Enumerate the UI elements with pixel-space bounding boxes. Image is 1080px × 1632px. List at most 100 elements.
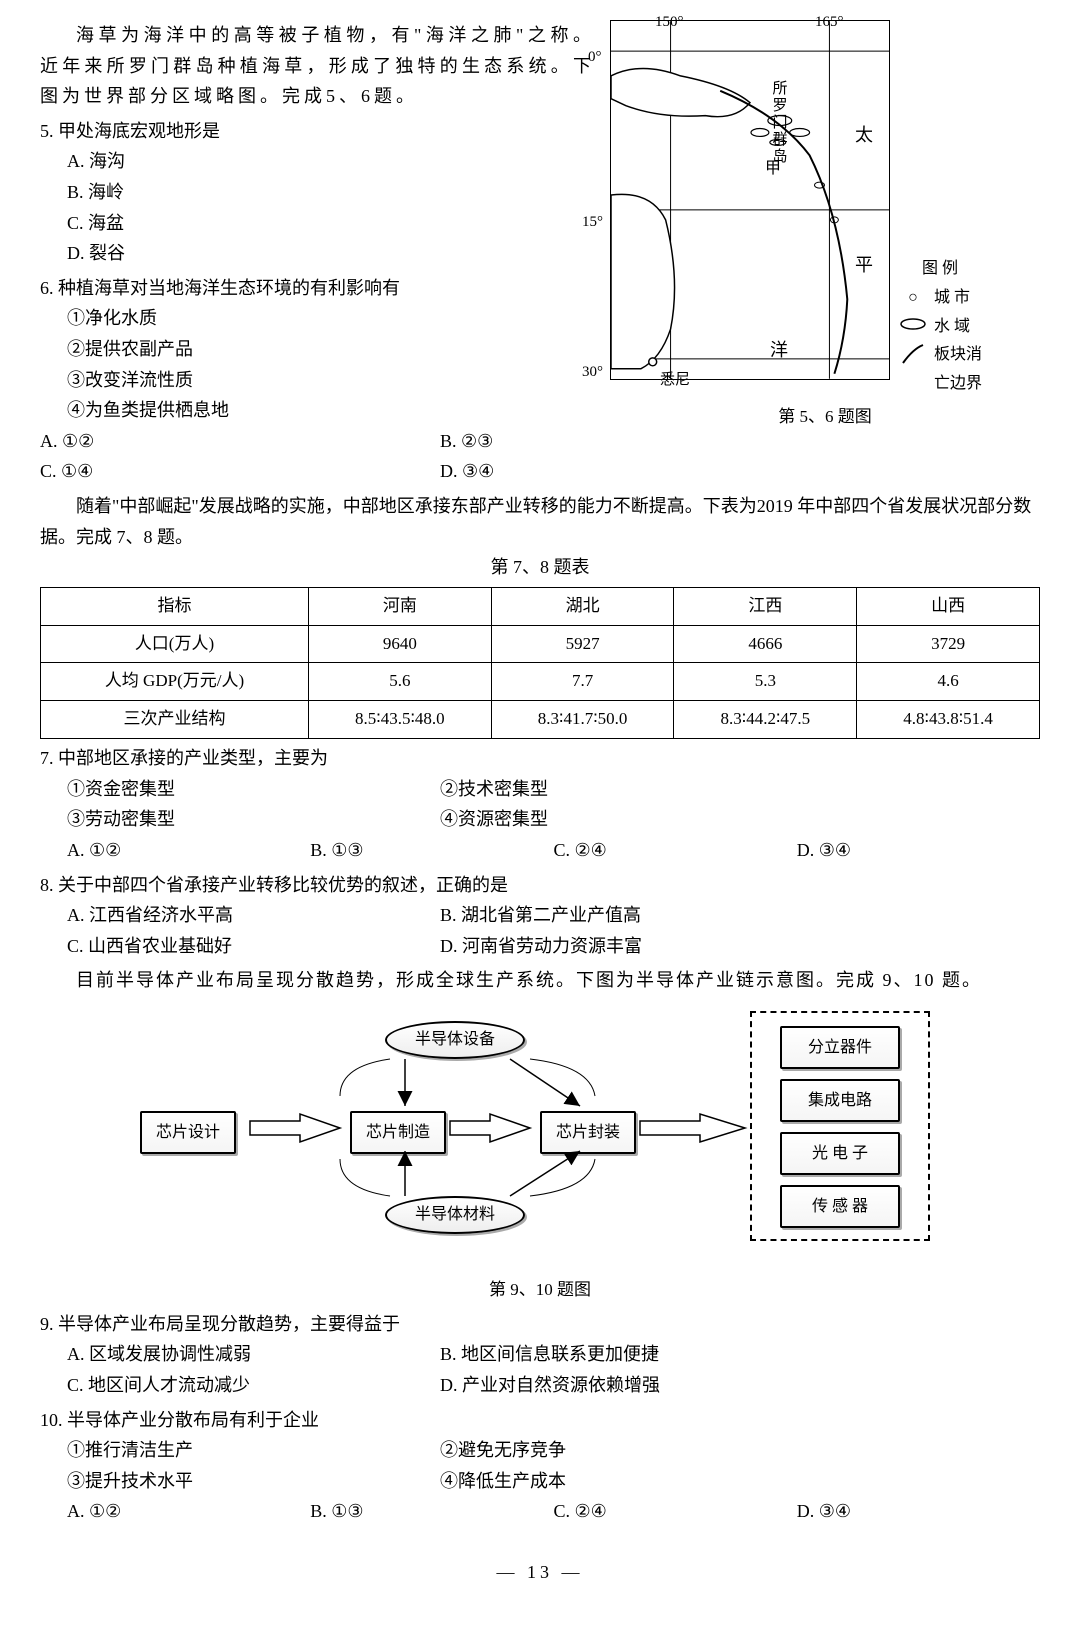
map-caption: 第 5、6 题图 [610,403,1040,432]
map-lon1: 150° [655,10,684,36]
table-row: 人均 GDP(万元/人)5.67.75.34.6 [41,663,1040,701]
table-cell: 5927 [491,625,674,663]
q9-opt-a: A. 区域发展协调性减弱 [40,1339,440,1370]
map-yang: 洋 [770,335,788,366]
q56-block: 海草为海洋中的高等被子植物，有"海洋之肺"之称。近年来所罗门群岛种植海草，形成了… [40,20,1040,487]
q5-opt-d: D. 裂谷 [40,238,595,269]
q9-opt-b: B. 地区间信息联系更加便捷 [440,1339,1040,1370]
question-6: 6. 种植海草对当地海洋生态环境的有利影响有 ①净化水质 ②提供农副产品 ③改变… [40,273,595,487]
map-lat15: 15° [582,210,603,236]
q8-opt-d: D. 河南省劳动力资源丰富 [440,931,1040,962]
q9-opt-c: C. 地区间人才流动减少 [40,1370,440,1401]
table-cell: 4.8∶43.8∶51.4 [857,701,1040,739]
q7-opt-b: B. ①③ [310,835,553,866]
map-lat0: 0° [588,45,602,71]
question-8: 8. 关于中部四个省承接产业转移比较优势的叙述，正确的是 A. 江西省经济水平高… [40,870,1040,962]
q5-opt-a: A. 海沟 [40,146,595,177]
q10-opt-b: B. ①③ [310,1496,553,1527]
table-cell: 8.5∶43.5∶48.0 [308,701,491,739]
q7-sub4: ④资源密集型 [440,804,1040,835]
intro-56: 海草为海洋中的高等被子植物，有"海洋之肺"之称。近年来所罗门群岛种植海草，形成了… [40,20,595,112]
q10-opt-c: C. ②④ [554,1496,797,1527]
intro-78: 随着"中部崛起"发展战略的实施，中部地区承接东部产业转移的能力不断提高。下表为2… [40,491,1040,552]
q10-opt-a: A. ①② [67,1496,310,1527]
q6-sub3: ③改变洋流性质 [40,365,595,396]
legend-city-icon: ○ [898,284,928,313]
q10-stem: 10. 半导体产业分散布局有利于企业 [40,1405,1040,1436]
map-lat30: 30° [582,360,603,386]
q7-stem: 7. 中部地区承接的产业类型，主要为 [40,743,1040,774]
q10-sub4: ④降低生产成本 [440,1466,1040,1497]
legend-city: 城 市 [934,284,970,313]
table-cell: 3729 [857,625,1040,663]
table78-title: 第 7、8 题表 [40,552,1040,583]
question-9: 9. 半导体产业布局呈现分散趋势，主要得益于 A. 区域发展协调性减弱 B. 地… [40,1309,1040,1401]
q6-opt-c: C. ①④ [40,456,440,487]
map-jia: 甲 [765,155,781,182]
diagram-910: 芯片设计 芯片制造 芯片封装 半导体设备 半导体材料 分立器件 集成电路 光 电… [140,1011,940,1261]
diagram-caption: 第 9、10 题图 [40,1276,1040,1305]
legend-water-icon [898,313,928,342]
table-header: 湖北 [491,587,674,625]
table-cell: 5.3 [674,663,857,701]
map-svg [610,20,890,380]
table-cell: 5.6 [308,663,491,701]
legend-plate-l1: 板块消 [934,346,982,363]
table-cell: 8.3∶41.7∶50.0 [491,701,674,739]
q9-stem: 9. 半导体产业布局呈现分散趋势，主要得益于 [40,1309,1040,1340]
map-legend: 图 例 ○ 城 市 水 域 板块消 亡边界 [898,255,982,399]
map-sydney: 悉尼 [660,368,690,394]
map-lon2: 165° [815,10,844,36]
q7-sub1: ①资金密集型 [40,774,440,805]
legend-water: 水 域 [934,313,970,342]
q7-sub2: ②技术密集型 [440,774,1040,805]
question-7: 7. 中部地区承接的产业类型，主要为 ①资金密集型 ②技术密集型 ③劳动密集型 … [40,743,1040,865]
page-number: — 13 — [40,1557,1040,1588]
q9-opt-d: D. 产业对自然资源依赖增强 [440,1370,1040,1401]
table-header: 指标 [41,587,309,625]
q10-opt-d: D. ③④ [797,1496,1040,1527]
q10-sub2: ②避免无序竞争 [440,1435,1040,1466]
table-header: 山西 [857,587,1040,625]
legend-plate-icon [898,341,928,380]
table-cell: 7.7 [491,663,674,701]
q6-sub2: ②提供农副产品 [40,334,595,365]
table-cell: 4666 [674,625,857,663]
table-header: 河南 [308,587,491,625]
table-cell: 4.6 [857,663,1040,701]
legend-plate: 板块消 亡边界 [934,341,982,399]
diagram-arrows [140,1011,940,1261]
q8-stem: 8. 关于中部四个省承接产业转移比较优势的叙述，正确的是 [40,870,1040,901]
q7-opt-a: A. ①② [67,835,310,866]
q10-sub3: ③提升技术水平 [40,1466,440,1497]
q6-sub1: ①净化水质 [40,303,595,334]
q8-opt-a: A. 江西省经济水平高 [40,900,440,931]
intro-910: 目前半导体产业布局呈现分散趋势，形成全球生产系统。下图为半导体产业链示意图。完成… [40,965,1040,996]
q6-sub4: ④为鱼类提供栖息地 [40,395,595,426]
table-cell: 9640 [308,625,491,663]
table-header: 江西 [674,587,857,625]
table-row: 人口(万人)9640592746663729 [41,625,1040,663]
q5-stem: 5. 甲处海底宏观地形是 [40,116,595,147]
map-ping: 平 [855,250,873,281]
map-figure: 150° 165° 0° 15° 30° 所罗门群岛 甲 太 平 洋 悉尼 [610,20,890,390]
q8-opt-b: B. 湖北省第二产业产值高 [440,900,1040,931]
q5-opt-c: C. 海盆 [40,208,595,239]
legend-plate-l2: 亡边界 [934,375,982,392]
q7-opt-c: C. ②④ [554,835,797,866]
legend-title: 图 例 [898,255,982,284]
q6-opt-a: A. ①② [40,426,440,457]
q10-sub1: ①推行清洁生产 [40,1435,440,1466]
question-10: 10. 半导体产业分散布局有利于企业 ①推行清洁生产 ②避免无序竞争 ③提升技术… [40,1405,1040,1527]
q7-sub3: ③劳动密集型 [40,804,440,835]
q6-opt-d: D. ③④ [440,456,595,487]
table-78: 指标河南湖北江西山西 人口(万人)9640592746663729人均 GDP(… [40,587,1040,740]
map-panel: 150° 165° 0° 15° 30° 所罗门群岛 甲 太 平 洋 悉尼 图 … [610,20,1040,487]
table-cell: 三次产业结构 [41,701,309,739]
q56-text: 海草为海洋中的高等被子植物，有"海洋之肺"之称。近年来所罗门群岛种植海草，形成了… [40,20,595,487]
question-5: 5. 甲处海底宏观地形是 A. 海沟 B. 海岭 C. 海盆 D. 裂谷 [40,116,595,269]
q8-opt-c: C. 山西省农业基础好 [40,931,440,962]
table-cell: 人均 GDP(万元/人) [41,663,309,701]
map-tai: 太 [855,120,873,151]
q7-opt-d: D. ③④ [797,835,1040,866]
